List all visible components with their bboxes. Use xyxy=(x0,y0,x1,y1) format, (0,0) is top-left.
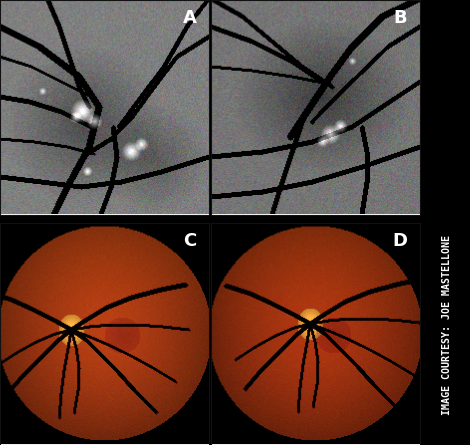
Text: C: C xyxy=(183,232,196,250)
Text: A: A xyxy=(183,8,196,27)
Text: IMAGE COURTESY: JOE MASTELLONE: IMAGE COURTESY: JOE MASTELLONE xyxy=(442,235,452,415)
Text: D: D xyxy=(392,232,407,250)
Text: B: B xyxy=(394,8,407,27)
